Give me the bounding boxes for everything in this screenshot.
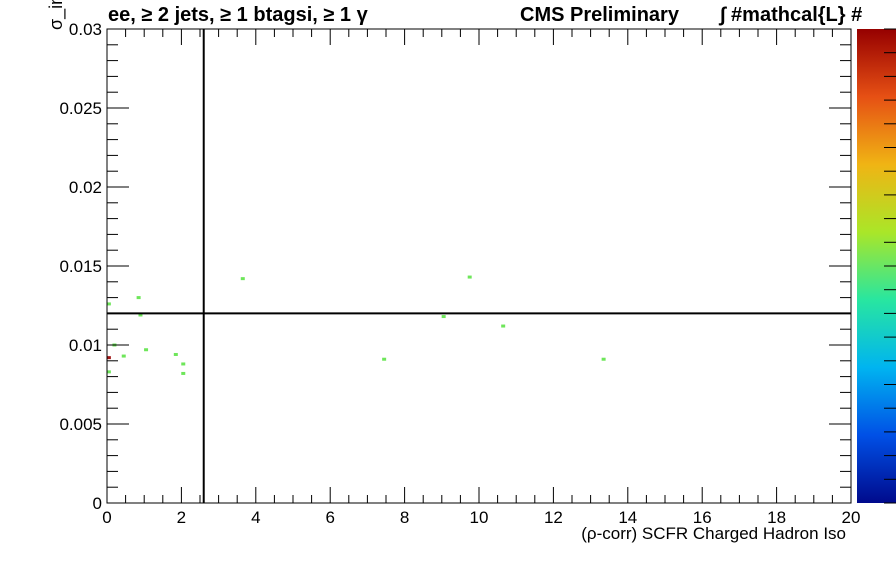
data-cells <box>106 275 606 375</box>
y-tick-label: 0.005 <box>59 415 102 434</box>
y-axis-ticks <box>107 28 851 504</box>
heatmap-cell <box>467 275 472 279</box>
y-tick-label: 0 <box>93 494 102 513</box>
selection-title: ee, ≥ 2 jets, ≥ 1 btagsi, ≥ 1 γ <box>108 4 368 26</box>
heatmap-cell <box>173 352 178 356</box>
y-axis-label: σ_iηiη <box>46 0 66 30</box>
x-tick-label: 8 <box>400 508 409 527</box>
y-tick-label: 0.025 <box>59 99 102 118</box>
heatmap-cell <box>106 302 111 306</box>
heatmap-cell <box>121 354 126 358</box>
x-tick-label: 20 <box>842 508 861 527</box>
heatmap-cell <box>382 357 387 361</box>
x-tick-label: 4 <box>251 508 260 527</box>
x-tick-label: 10 <box>470 508 489 527</box>
x-tick-label: 2 <box>177 508 186 527</box>
heatmap-cell <box>601 357 606 361</box>
y-tick-label: 0.03 <box>69 20 102 39</box>
x-tick-label: 18 <box>767 508 786 527</box>
heatmap-cell <box>181 362 186 366</box>
heatmap-cell <box>501 324 506 328</box>
y-tick-labels: 0 0.005 0.01 0.015 0.02 0.025 0.03 <box>59 20 102 513</box>
x-tick-label: 0 <box>102 508 111 527</box>
heatmap-cell <box>136 296 141 300</box>
heatmap-cell <box>106 370 111 374</box>
x-tick-labels: 0 2 4 6 8 10 12 14 16 18 20 <box>102 508 860 527</box>
heatmap-cell <box>441 315 446 319</box>
heatmap-cell <box>106 356 111 360</box>
x-tick-label: 16 <box>693 508 712 527</box>
experiment-title: CMS Preliminary <box>520 4 679 26</box>
y-tick-label: 0.01 <box>69 336 102 355</box>
x-tick-label: 6 <box>325 508 334 527</box>
y-tick-label: 0.015 <box>59 257 102 276</box>
heatmap-cell <box>181 371 186 375</box>
heatmap-cell <box>138 313 143 317</box>
x-tick-label: 12 <box>544 508 563 527</box>
x-tick-label: 14 <box>618 508 637 527</box>
lumi-title: ∫ #mathcal{L} # <box>720 4 863 26</box>
y-tick-label: 0.02 <box>69 178 102 197</box>
plot-frame <box>106 28 852 504</box>
x-axis-ticks <box>106 29 852 503</box>
heatmap-cell <box>144 348 149 352</box>
palette-ticks <box>884 28 896 504</box>
heatmap-cell <box>240 277 245 281</box>
x-axis-label: (ρ-corr) SCFR Charged Hadron Iso <box>581 524 846 543</box>
